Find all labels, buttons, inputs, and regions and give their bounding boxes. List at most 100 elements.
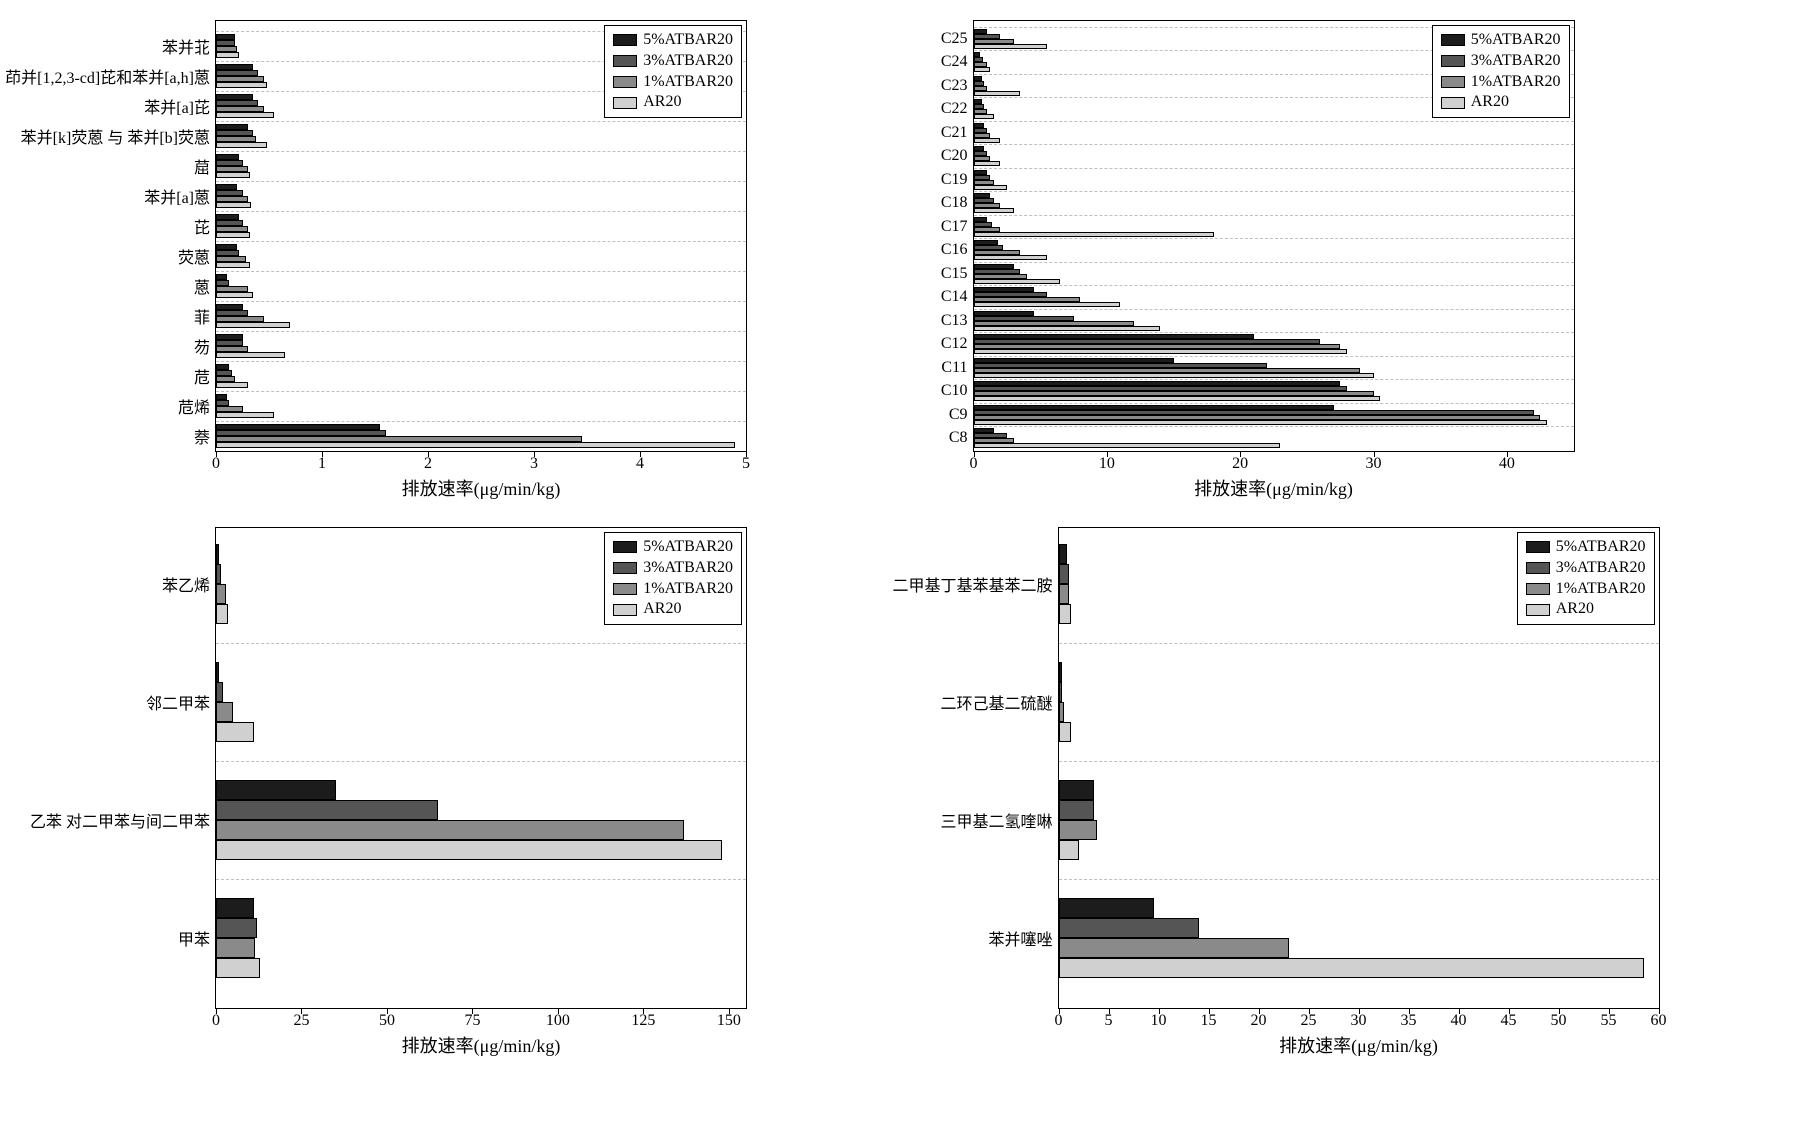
- legend-label: AR20: [643, 599, 681, 620]
- gridline: [216, 391, 746, 392]
- bar: [1059, 918, 1199, 938]
- ytick-label: C19: [941, 171, 974, 189]
- bar: [1059, 958, 1644, 978]
- ytick-label: 二环己基二硫醚: [940, 690, 1058, 714]
- legend-swatch: [1441, 97, 1465, 109]
- ytick-label: 菲: [194, 304, 216, 328]
- bar: [1059, 800, 1094, 820]
- xtick-label: 15: [1201, 1008, 1217, 1030]
- legend-swatch: [1526, 541, 1550, 553]
- bar: [974, 138, 1001, 143]
- bar: [216, 292, 253, 298]
- legend-item: 3%ATBAR20: [613, 558, 733, 579]
- legend-item: 3%ATBAR20: [1441, 51, 1561, 72]
- chart-grid: 萘苊烯苊芴菲蒽荧蒽芘苯并[a]蒽䓛苯并[k]荧蒽 与 苯并[b]荧蒽苯并[a]芘…: [20, 20, 1775, 1064]
- legend-item: 5%ATBAR20: [1441, 30, 1561, 51]
- xtick-label: 45: [1501, 1008, 1517, 1030]
- x-axis-label: 排放速率(μg/min/kg): [402, 451, 561, 501]
- bar: [216, 898, 254, 918]
- bar: [216, 172, 250, 178]
- bar: [216, 604, 228, 624]
- xtick-label: 20: [1251, 1008, 1267, 1030]
- bar: [216, 352, 285, 358]
- bar: [974, 208, 1014, 213]
- bar: [974, 373, 1374, 378]
- bar: [216, 262, 250, 268]
- bar: [974, 420, 1547, 425]
- panel-tr: C8C9C10C11C12C13C14C15C16C17C18C19C20C21…: [903, 20, 1776, 507]
- legend-label: 1%ATBAR20: [1556, 579, 1646, 600]
- ytick-label: 苯乙烯: [162, 572, 216, 596]
- xtick-label: 40: [1499, 451, 1515, 473]
- legend-swatch: [1526, 604, 1550, 616]
- legend-item: 1%ATBAR20: [1441, 72, 1561, 93]
- legend: 5%ATBAR203%ATBAR201%ATBAR20AR20: [1517, 532, 1655, 625]
- xtick-label: 125: [631, 1008, 655, 1030]
- gridline: [974, 309, 1574, 310]
- ytick-label: 苊: [194, 364, 216, 388]
- bar: [216, 442, 735, 448]
- gridline: [216, 151, 746, 152]
- xtick-label: 5: [742, 451, 750, 473]
- bar: [974, 185, 1007, 190]
- bar: [216, 322, 290, 328]
- ytick-label: C11: [941, 359, 973, 377]
- xtick-label: 5: [1105, 1008, 1113, 1030]
- bar: [1059, 938, 1289, 958]
- bar: [216, 780, 336, 800]
- xtick-label: 10: [1151, 1008, 1167, 1030]
- ytick-label: 苯并苝: [162, 34, 216, 58]
- bar: [974, 232, 1214, 237]
- bar: [1059, 898, 1154, 918]
- ytick-label: C22: [941, 100, 974, 118]
- bar: [1059, 702, 1064, 722]
- gridline: [216, 761, 746, 762]
- plot-area: 甲苯乙苯 对二甲苯与间二甲苯邻二甲苯苯乙烯0255075100125150排放速…: [215, 527, 747, 1009]
- legend-swatch: [613, 34, 637, 46]
- bar: [216, 702, 233, 722]
- legend-swatch: [613, 541, 637, 553]
- legend: 5%ATBAR203%ATBAR201%ATBAR20AR20: [1432, 25, 1570, 118]
- legend: 5%ATBAR203%ATBAR201%ATBAR20AR20: [604, 532, 742, 625]
- bar: [1059, 564, 1069, 584]
- legend-swatch: [1441, 76, 1465, 88]
- bar: [216, 112, 274, 118]
- bar: [1059, 682, 1062, 702]
- x-axis-label: 排放速率(μg/min/kg): [1279, 1008, 1438, 1058]
- legend-item: 1%ATBAR20: [613, 72, 733, 93]
- bar: [1059, 584, 1069, 604]
- gridline: [974, 144, 1574, 145]
- bar: [216, 820, 684, 840]
- legend-swatch: [1441, 55, 1465, 67]
- legend-item: AR20: [613, 599, 733, 620]
- gridline: [216, 121, 746, 122]
- xtick-label: 0: [970, 451, 978, 473]
- legend-label: 1%ATBAR20: [643, 72, 733, 93]
- ytick-label: 蒽: [194, 274, 216, 298]
- bar: [216, 840, 722, 860]
- ytick-label: 茚并[1,2,3-cd]芘和苯并[a,h]蒽: [5, 64, 216, 88]
- ytick-label: 苯并[a]蒽: [144, 184, 216, 208]
- xtick-label: 25: [293, 1008, 309, 1030]
- legend-label: 1%ATBAR20: [1471, 72, 1561, 93]
- legend-swatch: [1441, 34, 1465, 46]
- legend-label: AR20: [1556, 599, 1594, 620]
- legend-swatch: [613, 562, 637, 574]
- legend-label: 3%ATBAR20: [643, 558, 733, 579]
- legend-label: 5%ATBAR20: [643, 537, 733, 558]
- legend-swatch: [613, 55, 637, 67]
- ytick-label: C17: [941, 218, 974, 236]
- xtick-label: 60: [1651, 1008, 1667, 1030]
- gridline: [974, 121, 1574, 122]
- xtick-label: 40: [1451, 1008, 1467, 1030]
- gridline: [974, 262, 1574, 263]
- gridline: [216, 301, 746, 302]
- ytick-label: 䓛: [194, 154, 216, 178]
- ytick-label: C8: [949, 429, 974, 447]
- legend-item: 5%ATBAR20: [1526, 537, 1646, 558]
- ytick-label: 萘: [194, 424, 216, 448]
- legend-item: 3%ATBAR20: [1526, 558, 1646, 579]
- xtick-label: 4: [636, 451, 644, 473]
- bar: [1059, 780, 1094, 800]
- gridline: [216, 361, 746, 362]
